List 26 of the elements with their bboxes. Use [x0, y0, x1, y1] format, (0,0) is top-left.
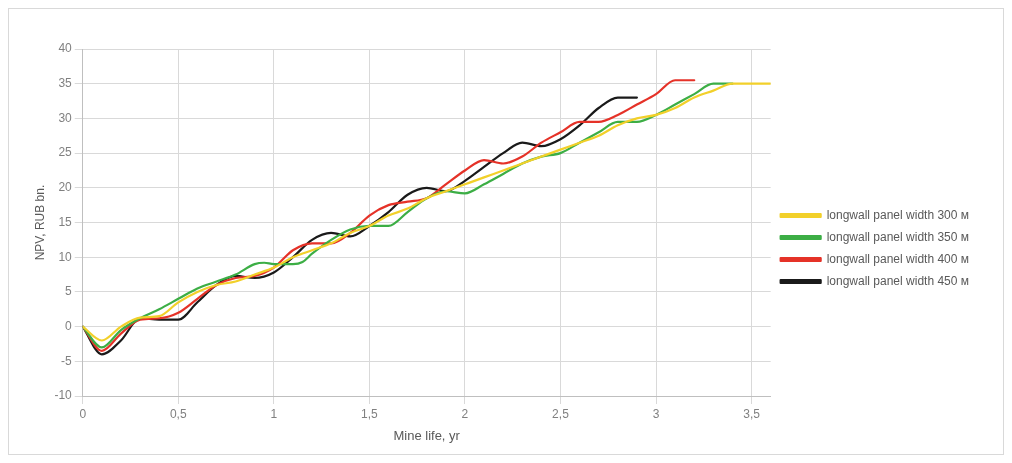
- legend-label: longwall panel width 450 м: [826, 273, 969, 288]
- x-axis-title: Mine life, yr: [393, 427, 461, 443]
- x-tick-label: 2: [461, 406, 469, 421]
- x-tick-label: 3: [652, 406, 660, 421]
- line-series: [82, 96, 638, 356]
- x-tick-label: 0: [79, 406, 87, 421]
- y-tick-label: -5: [61, 353, 73, 368]
- y-axis-title: NPV, RUB bn.: [32, 184, 47, 261]
- x-tick-label: 1: [270, 406, 278, 421]
- x-tick-label: 1,5: [361, 406, 379, 421]
- y-tick-label: 0: [65, 318, 73, 333]
- y-tick-label: 15: [58, 214, 73, 229]
- y-tick-label: 5: [65, 284, 73, 299]
- legend-label: longwall panel width 300 м: [826, 207, 969, 222]
- y-tick-label: -10: [54, 388, 73, 403]
- x-tick-label: 3,5: [743, 406, 761, 421]
- y-tick-label: 40: [58, 41, 73, 56]
- x-tick-label: 0,5: [169, 406, 187, 421]
- legend-label: longwall panel width 400 м: [826, 251, 969, 266]
- y-tick-label: 30: [58, 110, 73, 125]
- y-tick-label: 10: [58, 249, 73, 264]
- y-tick-label: 20: [58, 180, 73, 195]
- y-tick-label: 25: [58, 145, 73, 160]
- legend-label: longwall panel width 350 м: [826, 229, 969, 244]
- y-tick-label: 35: [58, 76, 73, 91]
- x-tick-label: 2,5: [552, 406, 570, 421]
